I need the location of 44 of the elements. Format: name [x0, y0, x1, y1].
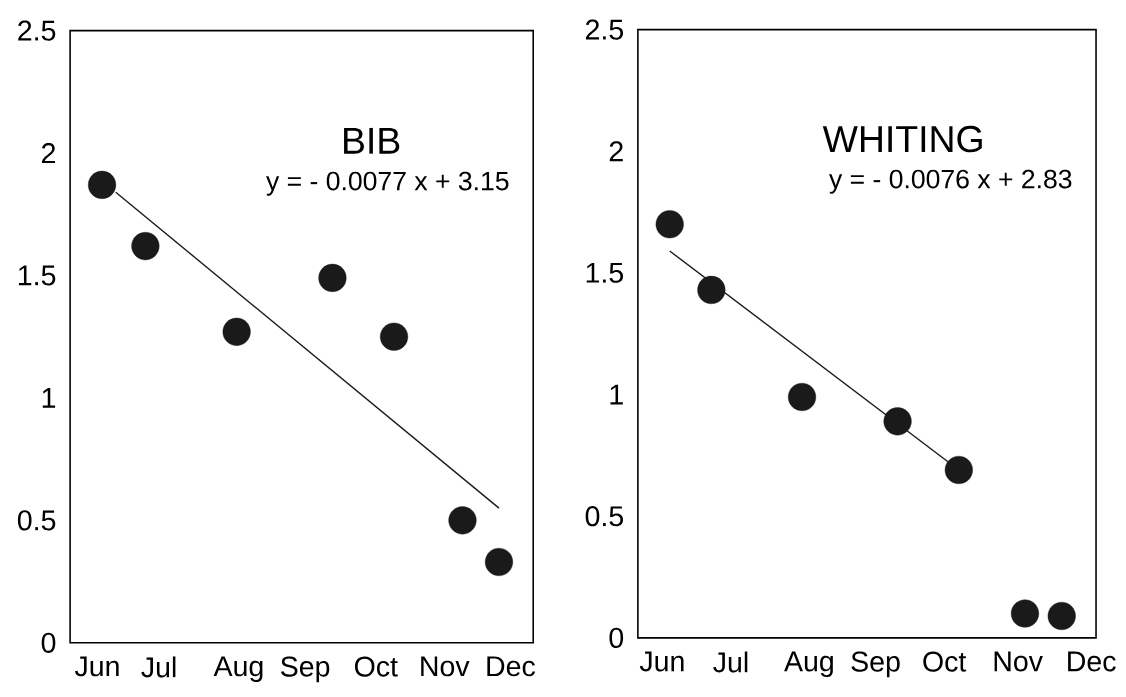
point	[484, 547, 514, 576]
text: BIB	[344, 127, 400, 154]
y-tick-label: 1	[610, 384, 623, 405]
y-tick-label: 2.5	[18, 20, 56, 41]
x-tick-label: Jun	[74, 656, 119, 677]
text: WHITING	[822, 125, 982, 153]
x-tick-label: Aug	[784, 651, 833, 678]
x-tick-label: Jul	[713, 651, 748, 673]
point	[1047, 601, 1076, 630]
x-tick-label: Nov	[421, 656, 470, 677]
point	[1010, 599, 1040, 628]
x-tick-label: Oct	[923, 651, 967, 672]
x-tick-label: Jun	[639, 651, 684, 672]
x-tick-label: Oct	[354, 656, 398, 677]
y-tick-label: 0.5	[585, 506, 624, 527]
annotation: y = - 0.0077 x + 3.15	[266, 171, 509, 196]
point	[318, 263, 347, 292]
y-tick-label: 1.5	[18, 265, 56, 286]
x-tick-label: Sep	[851, 651, 900, 678]
x-tick-label: Jul	[141, 656, 176, 678]
point	[944, 455, 973, 484]
point	[788, 382, 817, 411]
y-tick-label: 2	[42, 143, 56, 163]
point	[655, 210, 684, 239]
point	[222, 317, 251, 346]
point	[380, 322, 409, 351]
y-tick-label: 0	[41, 632, 56, 653]
y-tick-label: 1	[42, 388, 56, 408]
y-tick-label: 1.5	[586, 262, 624, 283]
x-tick-label: Dec	[487, 656, 535, 677]
y-tick-label: 2.5	[585, 19, 624, 40]
x-tick-label: Sep	[281, 656, 330, 683]
point	[697, 275, 726, 304]
y-tick-label: 0.5	[17, 510, 56, 531]
annotation: y = - 0.0076 x + 2.83	[829, 169, 1072, 194]
point	[448, 506, 477, 535]
x-tick-label: Nov	[994, 651, 1043, 672]
y-tick-label: 0	[609, 627, 624, 648]
x-tick-label: Aug	[213, 656, 263, 682]
x-tick-label: Dec	[1068, 651, 1116, 672]
point	[131, 232, 160, 261]
y-tick-label: 2	[609, 141, 623, 162]
point	[88, 170, 117, 199]
point	[883, 407, 912, 436]
